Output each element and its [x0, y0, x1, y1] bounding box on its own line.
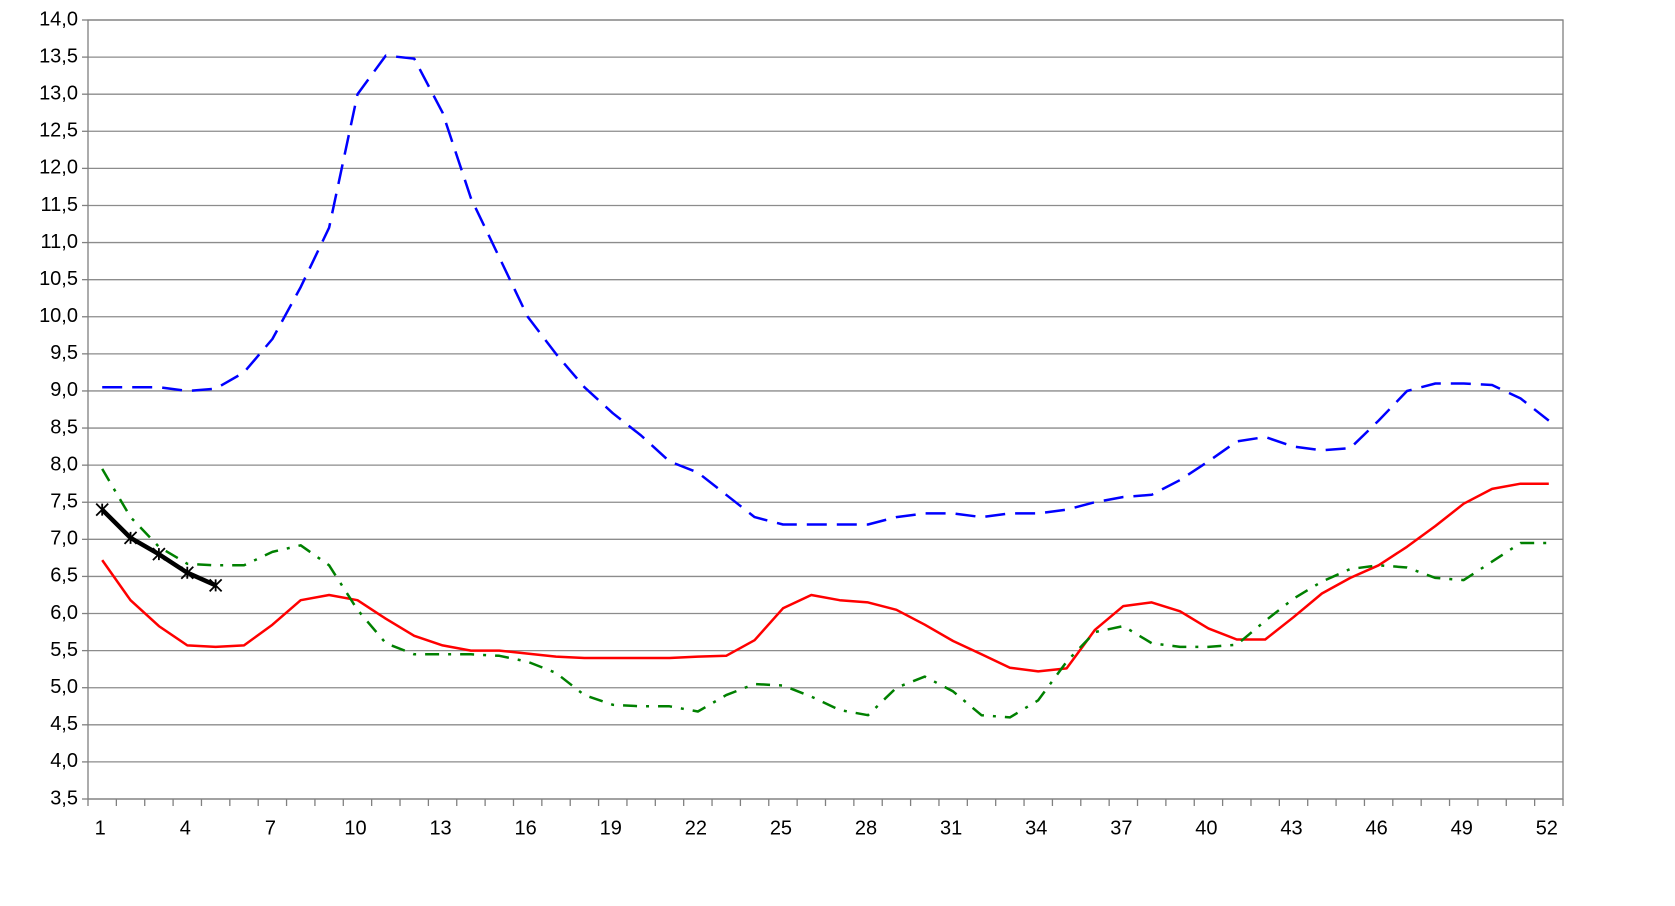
x-tick-label: 19 [600, 817, 622, 839]
x-tick-label: 25 [770, 817, 792, 839]
y-tick-label: 5,5 [50, 639, 78, 661]
y-tick-label: 3,5 [50, 787, 78, 809]
y-tick-label: 11,0 [41, 231, 78, 253]
x-tick-label: 40 [1195, 817, 1217, 839]
point-marker [180, 566, 194, 580]
y-tick-label: 8,0 [50, 453, 78, 475]
y-tick-label: 12,0 [39, 157, 78, 179]
y-tick-label: 7,0 [50, 528, 78, 550]
x-tick-label: 28 [855, 817, 877, 839]
y-tick-label: 4,5 [50, 713, 78, 735]
y-tick-label: 11,5 [41, 194, 78, 216]
x-tick-label: 4 [180, 817, 191, 839]
y-tick-label: 4,0 [50, 750, 78, 772]
y-tick-label: 10,0 [39, 305, 78, 327]
x-tick-label: 7 [265, 817, 276, 839]
y-tick-label: 7,5 [50, 491, 78, 513]
x-tick-label: 34 [1025, 817, 1047, 839]
x-tick-label: 37 [1110, 817, 1132, 839]
x-tick-label: 46 [1366, 817, 1388, 839]
x-tick-label: 22 [685, 817, 707, 839]
point-marker [209, 578, 223, 592]
y-tick-label: 10,5 [39, 268, 78, 290]
line-series [101, 468, 1549, 719]
y-tick-label: 9,0 [50, 379, 78, 401]
y-tick-label: 9,5 [50, 342, 78, 364]
plot-frame [87, 19, 1564, 800]
y-tick-label: 6,5 [50, 565, 78, 587]
y-tick-label: 6,0 [50, 602, 78, 624]
y-tick-label: 14,0 [39, 8, 78, 30]
point-marker [152, 547, 166, 561]
x-tick-label: 49 [1451, 817, 1473, 839]
x-tick-label: 16 [515, 817, 537, 839]
y-tick-label: 13,5 [39, 45, 78, 67]
x-tick-label: 10 [344, 817, 366, 839]
line-series [102, 54, 1550, 526]
point-marker [123, 531, 138, 545]
point-marker [95, 503, 109, 517]
x-tick-label: 13 [429, 817, 451, 839]
line-series [100, 508, 217, 588]
y-tick-label: 8,5 [50, 416, 78, 438]
x-tick-label: 1 [95, 817, 106, 839]
line-series [101, 482, 1549, 673]
y-tick-label: 13,0 [39, 82, 78, 104]
x-tick-label: 43 [1280, 817, 1302, 839]
x-tick-label: 31 [940, 817, 962, 839]
y-tick-label: 5,0 [50, 676, 78, 698]
y-tick-label: 12,5 [39, 120, 78, 142]
x-tick-label: 52 [1536, 817, 1558, 839]
